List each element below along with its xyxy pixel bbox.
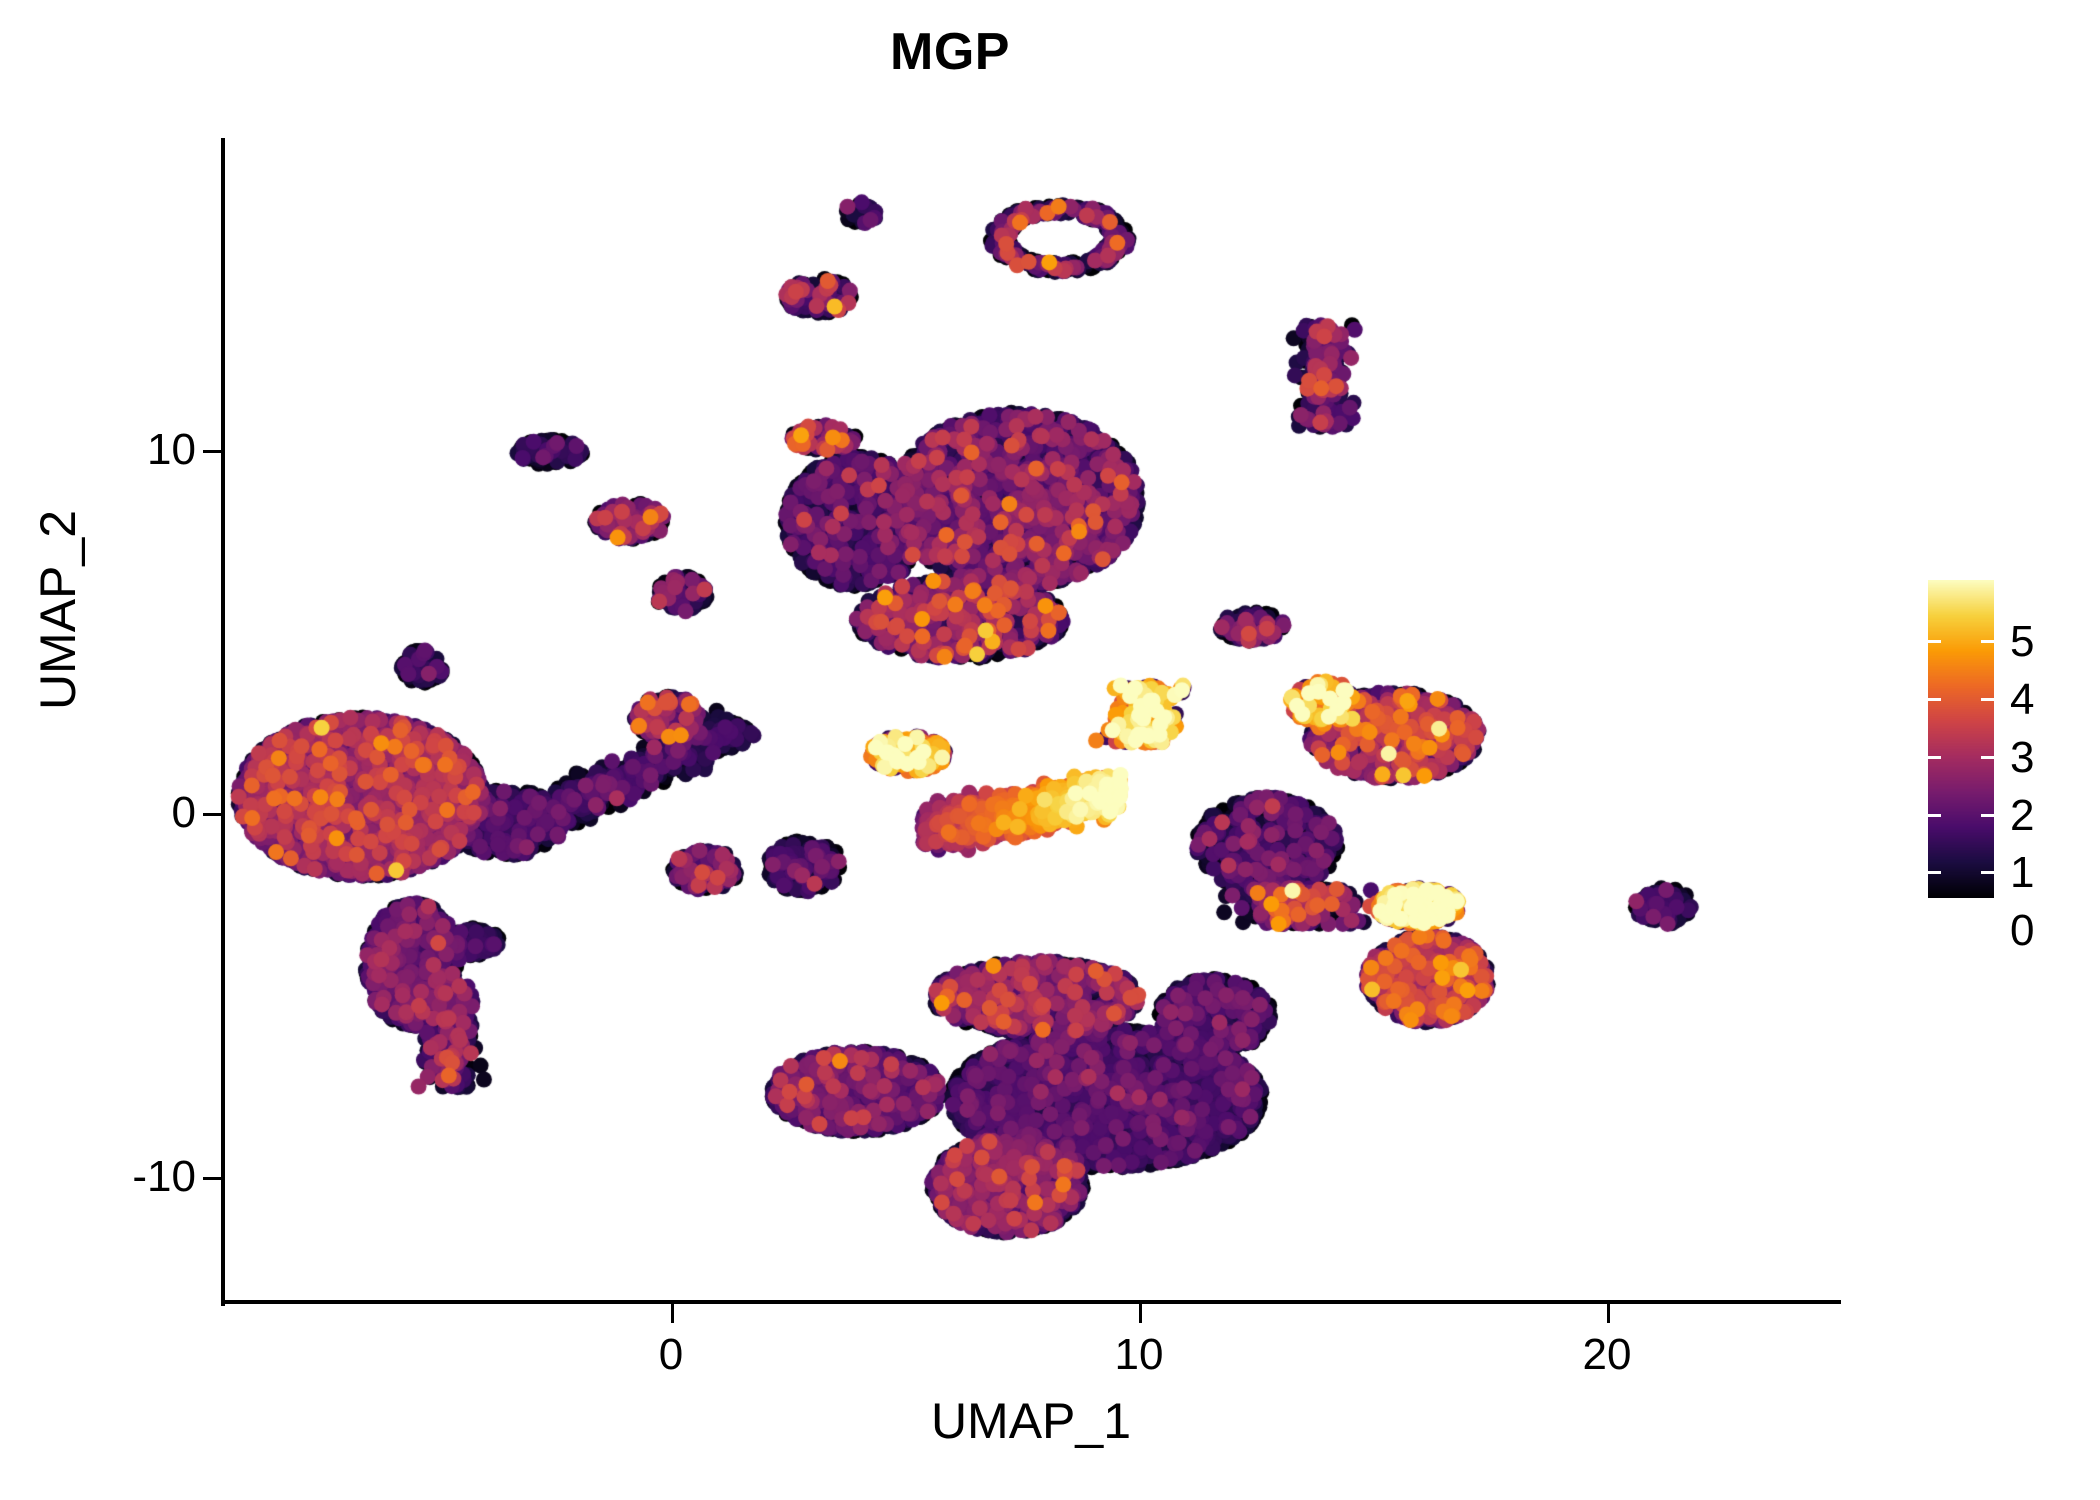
y-tick-label-0: 0 bbox=[171, 788, 196, 837]
x-axis-label: UMAP_1 bbox=[930, 1393, 1132, 1449]
scatter-plot-canvas bbox=[224, 140, 1838, 1302]
colorbar-tick-4-right bbox=[1981, 698, 1994, 701]
colorbar-tick-5-right bbox=[1981, 640, 1994, 643]
y-tick-mark-neg10 bbox=[203, 1177, 222, 1180]
colorbar-gradient bbox=[1928, 580, 1994, 898]
y-tick-label-neg10: -10 bbox=[132, 1152, 196, 1201]
y-tick-mark-10 bbox=[203, 450, 222, 453]
colorbar-tick-3-left bbox=[1928, 756, 1941, 759]
colorbar-label-1: 1 bbox=[2010, 848, 2035, 897]
colorbar-tick-2-left bbox=[1928, 814, 1941, 817]
colorbar-tick-1-left bbox=[1928, 871, 1941, 874]
y-tick-label-10: 10 bbox=[147, 425, 196, 474]
colorbar-label-5: 5 bbox=[2010, 617, 2035, 666]
colorbar-tick-3-right bbox=[1981, 756, 1994, 759]
y-axis-line bbox=[221, 138, 225, 1306]
colorbar-label-3: 3 bbox=[2010, 733, 2035, 782]
x-tick-mark-0 bbox=[671, 1304, 674, 1323]
x-tick-mark-10 bbox=[1139, 1304, 1142, 1323]
colorbar-legend: 5 4 3 2 1 0 bbox=[1928, 580, 2078, 955]
x-axis-line bbox=[221, 1300, 1841, 1304]
colorbar-label-0: 0 bbox=[2010, 906, 2035, 955]
plot-panel bbox=[224, 140, 1838, 1302]
colorbar-tick-4-left bbox=[1928, 698, 1941, 701]
page-title: MGP bbox=[890, 23, 1010, 81]
colorbar-label-4: 4 bbox=[2010, 675, 2035, 724]
colorbar-label-2: 2 bbox=[2010, 791, 2035, 840]
x-tick-label-20: 20 bbox=[1582, 1330, 1632, 1379]
x-tick-label-10: 10 bbox=[1114, 1330, 1164, 1379]
x-tick-mark-20 bbox=[1607, 1304, 1610, 1323]
y-axis-label: UMAP_2 bbox=[30, 509, 86, 711]
y-tick-mark-0 bbox=[203, 813, 222, 816]
x-tick-label-0: 0 bbox=[658, 1330, 684, 1379]
colorbar-tick-2-right bbox=[1981, 814, 1994, 817]
colorbar-tick-5-left bbox=[1928, 640, 1941, 643]
colorbar-tick-1-right bbox=[1981, 871, 1994, 874]
